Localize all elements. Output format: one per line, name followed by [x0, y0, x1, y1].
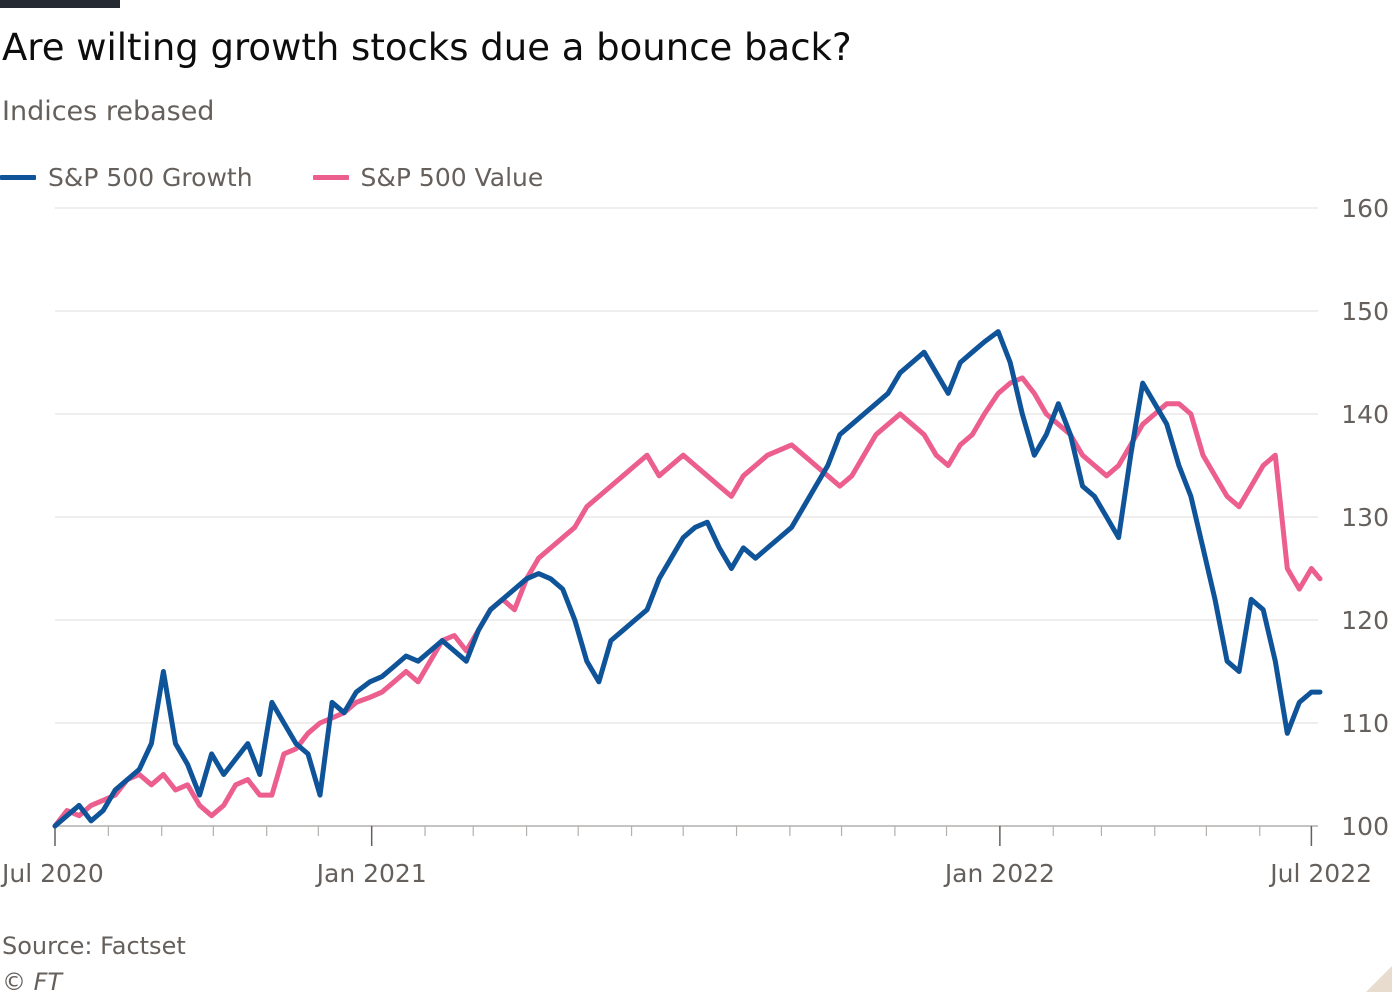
legend-label-value: S&P 500 Value	[360, 162, 544, 192]
gridlines	[55, 207, 1318, 827]
legend-swatch-value	[312, 174, 349, 180]
x-tick-label: Jan 2022	[943, 859, 1055, 888]
y-tick-label-140: 140	[1341, 400, 1389, 429]
y-tick-label-120: 120	[1341, 606, 1389, 635]
x-axis: Jul 2020 Jan 2021 Jan 2022 Jul 2022	[0, 826, 1372, 888]
y-tick-label-130: 130	[1341, 503, 1389, 532]
series-lines	[52, 329, 1323, 829]
legend-item-value: S&P 500 Value	[312, 162, 544, 192]
chart-subtitle: Indices rebased	[2, 96, 215, 127]
legend-label-growth: S&P 500 Growth	[48, 162, 253, 192]
series-line-value	[52, 375, 1323, 829]
chart-title: Are wilting growth stocks due a bounce b…	[2, 26, 852, 69]
y-tick-label-100: 100	[1341, 812, 1389, 841]
ft-brand-bar	[0, 0, 120, 8]
y-axis-tick-labels: 100 110 120 130 140 150 160	[1341, 194, 1389, 841]
x-tick-label: Jul 2022	[1268, 859, 1372, 888]
line-chart: 100 110 120 130 140 150 160 Jul 2020 Jan 2021 Ja…	[0, 194, 1389, 888]
x-tick-label: Jan 2021	[315, 859, 427, 888]
legend-swatch-growth	[0, 174, 36, 180]
y-tick-label-160: 160	[1341, 194, 1389, 223]
series-line-growth	[52, 329, 1323, 829]
legend: S&P 500 Growth S&P 500 Value	[0, 160, 603, 194]
x-tick-label: Jul 2020	[0, 859, 104, 888]
source-note: Source: Factset	[2, 932, 186, 960]
copyright-note: © FT	[2, 968, 63, 996]
legend-item-growth: S&P 500 Growth	[0, 163, 253, 192]
y-tick-label-150: 150	[1341, 297, 1389, 326]
corner-fold-icon	[1366, 966, 1392, 992]
y-tick-label-110: 110	[1341, 709, 1389, 738]
